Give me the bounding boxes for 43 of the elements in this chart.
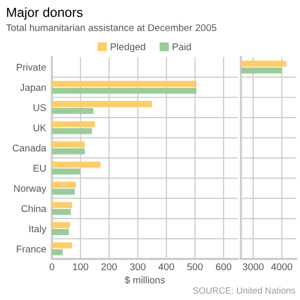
- bar: [52, 101, 152, 108]
- y-tick-label: Canada: [12, 144, 46, 152]
- source-note: SOURCE: United Nations: [193, 287, 296, 294]
- x-tick-label: 4000: [271, 263, 292, 270]
- y-tick-label: France: [16, 246, 46, 252]
- x-tick-label: 600: [216, 263, 232, 270]
- legend-label: Paid: [172, 43, 191, 50]
- bar: [52, 188, 75, 195]
- bar: [52, 249, 63, 256]
- y-tick-label: EU: [34, 164, 46, 172]
- bar: [52, 222, 70, 228]
- y-tick-label: Private: [16, 64, 46, 71]
- x-tick-label: 3000: [242, 263, 264, 270]
- bar: [52, 80, 196, 87]
- x-tick-label: 300: [130, 263, 146, 270]
- bar: [52, 108, 94, 114]
- bar: [52, 202, 72, 208]
- bar: [52, 141, 85, 148]
- chart-subtitle: Total humanitarian assistance at December 2005: [6, 24, 216, 32]
- y-tick-label: Japan: [20, 84, 46, 93]
- bar: [52, 148, 85, 154]
- bar: [52, 208, 71, 215]
- legend-label: Pledged: [110, 43, 146, 52]
- bar: [52, 229, 69, 236]
- x-tick-label: 0: [50, 263, 54, 270]
- x-tick-label: 500: [187, 263, 203, 270]
- y-tick-label: China: [21, 204, 46, 212]
- x-tick-label: 100: [73, 263, 88, 270]
- bar: [52, 121, 95, 128]
- x-tick-label: 200: [102, 263, 117, 270]
- bar: [52, 242, 72, 248]
- y-tick-label: US: [34, 104, 46, 112]
- x-tick-label: 400: [158, 263, 174, 270]
- bar: [52, 168, 80, 175]
- x-axis-title: $ millions: [124, 276, 165, 284]
- bar: [52, 182, 76, 188]
- bar: [52, 128, 92, 134]
- y-tick-label: UK: [34, 124, 46, 132]
- y-tick-label: Norway: [14, 185, 46, 194]
- y-tick-label: Italy: [29, 225, 46, 234]
- chart-title: Major donors: [7, 7, 83, 20]
- bar: [52, 162, 101, 168]
- bar: [52, 88, 196, 94]
